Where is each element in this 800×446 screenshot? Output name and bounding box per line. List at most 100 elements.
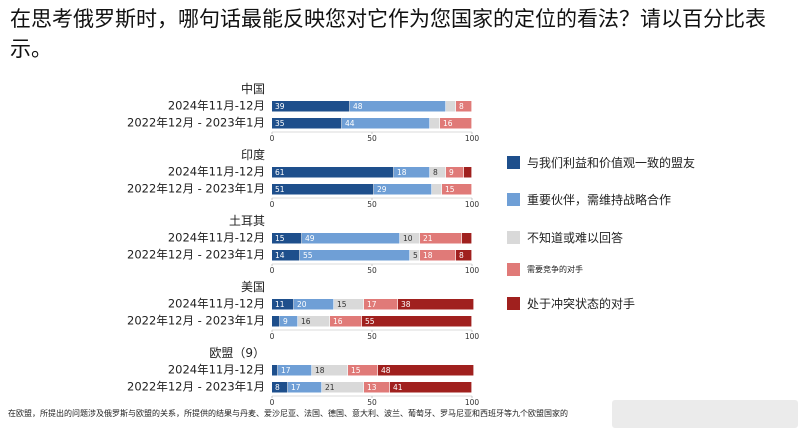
bar-segment (420, 233, 462, 244)
x-tick-label: 50 (367, 398, 377, 407)
bar-segment (398, 299, 474, 310)
bar-segment (278, 365, 312, 376)
legend-item: 与我们利益和价值观一致的盟友 (507, 154, 695, 171)
legend-label: 不知道或难以回答 (527, 231, 624, 245)
row-label: 2024年11月-12月 (168, 363, 265, 377)
bar-value-label: 16 (301, 317, 311, 326)
chart-title: 在思考俄罗斯时，哪句话最能反映您对它作为您国家的定位的看法？请以百分比表示。 (10, 7, 766, 61)
bar-segment (272, 299, 294, 310)
bar-segment (330, 316, 362, 327)
legend-label: 处于冲突状态的对手 (527, 297, 636, 311)
bar-value-label: 16 (443, 119, 453, 128)
bar-value-label: 10 (403, 234, 413, 243)
x-tick-label: 50 (367, 332, 377, 341)
bar-value-label: 8 (459, 102, 464, 111)
bar-segment (272, 365, 278, 376)
bar-segment (432, 184, 442, 195)
bar-segment (390, 382, 472, 393)
row-label: 2024年11月-12月 (168, 297, 265, 311)
bar-segment (462, 233, 472, 244)
bar-segment (288, 382, 322, 393)
bar-segment (362, 316, 472, 327)
bar-segment (302, 233, 400, 244)
bar-segment (456, 101, 472, 112)
bar-segment (420, 250, 456, 261)
x-tick-label: 0 (270, 266, 275, 275)
bar-segment (400, 233, 420, 244)
x-tick-label: 50 (367, 200, 377, 209)
bar-segment (446, 101, 456, 112)
bar-segment (446, 167, 464, 178)
footnote: 在欧盟，所提出的问题涉及俄罗斯与欧盟的关系，所提供的结果与丹麦、爱沙尼亚、法国、… (8, 409, 568, 418)
bar-segment (280, 316, 298, 327)
row-label: 2024年11月-12月 (168, 99, 265, 113)
legend-swatch (507, 193, 520, 206)
bar-value-label: 13 (367, 383, 377, 392)
bar-segment (464, 167, 472, 178)
bar-segment (272, 250, 300, 261)
bar-value-label: 9 (449, 168, 454, 177)
legend-item: 不知道或难以回答 (507, 229, 623, 246)
bar-segment (410, 250, 420, 261)
bar-segment (440, 118, 472, 129)
row-label: 2022年12月 - 2023年1月 (127, 182, 265, 196)
bar-value-label: 17 (291, 383, 301, 392)
bar-value-label: 15 (337, 300, 347, 309)
group-label: 美国 (241, 280, 265, 294)
bar-segment (272, 233, 302, 244)
row-label: 2024年11月-12月 (168, 231, 265, 245)
x-tick-label: 100 (465, 266, 480, 275)
bar-value-label: 38 (401, 300, 411, 309)
legend-swatch (507, 263, 520, 276)
bar-value-label: 21 (423, 234, 433, 243)
bar-segment (374, 184, 432, 195)
bar-segment (272, 316, 280, 327)
watermark (612, 400, 798, 428)
bar-segment (364, 299, 398, 310)
x-tick-label: 100 (465, 134, 480, 143)
x-tick-label: 100 (465, 332, 480, 341)
legend-label: 需要竞争的对手 (527, 265, 583, 274)
legend-item: 重要伙伴，需维持战略合作 (507, 191, 671, 208)
bar-value-label: 18 (397, 168, 407, 177)
x-tick-label: 50 (367, 134, 377, 143)
bar-segment (272, 382, 288, 393)
bar-value-label: 16 (333, 317, 343, 326)
bar-segment (430, 167, 446, 178)
bar-segment (272, 184, 374, 195)
legend-item: 处于冲突状态的对手 (507, 295, 635, 312)
bar-value-label: 9 (283, 317, 288, 326)
bar-value-label: 55 (365, 317, 375, 326)
x-tick-label: 0 (270, 332, 275, 341)
group-label: 中国 (241, 81, 265, 96)
legend-label: 与我们利益和价值观一致的盟友 (527, 156, 696, 170)
bar-value-label: 48 (381, 366, 391, 375)
legend-item: 需要竞争的对手 (507, 263, 583, 276)
bar-value-label: 11 (275, 300, 285, 309)
bar-value-label: 44 (345, 119, 355, 128)
bar-value-label: 21 (325, 383, 335, 392)
bar-segment (322, 382, 364, 393)
bar-segment (378, 365, 474, 376)
bar-segment (342, 118, 430, 129)
bar-value-label: 29 (377, 185, 387, 194)
bar-segment (294, 299, 334, 310)
legend-swatch (507, 231, 520, 244)
row-label: 2022年12月 - 2023年1月 (127, 314, 265, 328)
bar-value-label: 55 (303, 251, 313, 260)
bar-value-label: 8 (433, 168, 438, 177)
bar-segment (364, 382, 390, 393)
bar-value-label: 35 (275, 119, 285, 128)
bar-value-label: 14 (275, 251, 285, 260)
x-tick-label: 0 (270, 134, 275, 143)
group-label: 印度 (241, 147, 265, 162)
bar-segment (298, 316, 330, 327)
bar-value-label: 17 (281, 366, 291, 375)
x-tick-label: 50 (367, 266, 377, 275)
bar-value-label: 18 (315, 366, 325, 375)
group-label: 土耳其 (229, 214, 265, 228)
bar-value-label: 48 (353, 102, 363, 111)
bar-value-label: 49 (305, 234, 315, 243)
row-label: 2022年12月 - 2023年1月 (127, 116, 265, 130)
